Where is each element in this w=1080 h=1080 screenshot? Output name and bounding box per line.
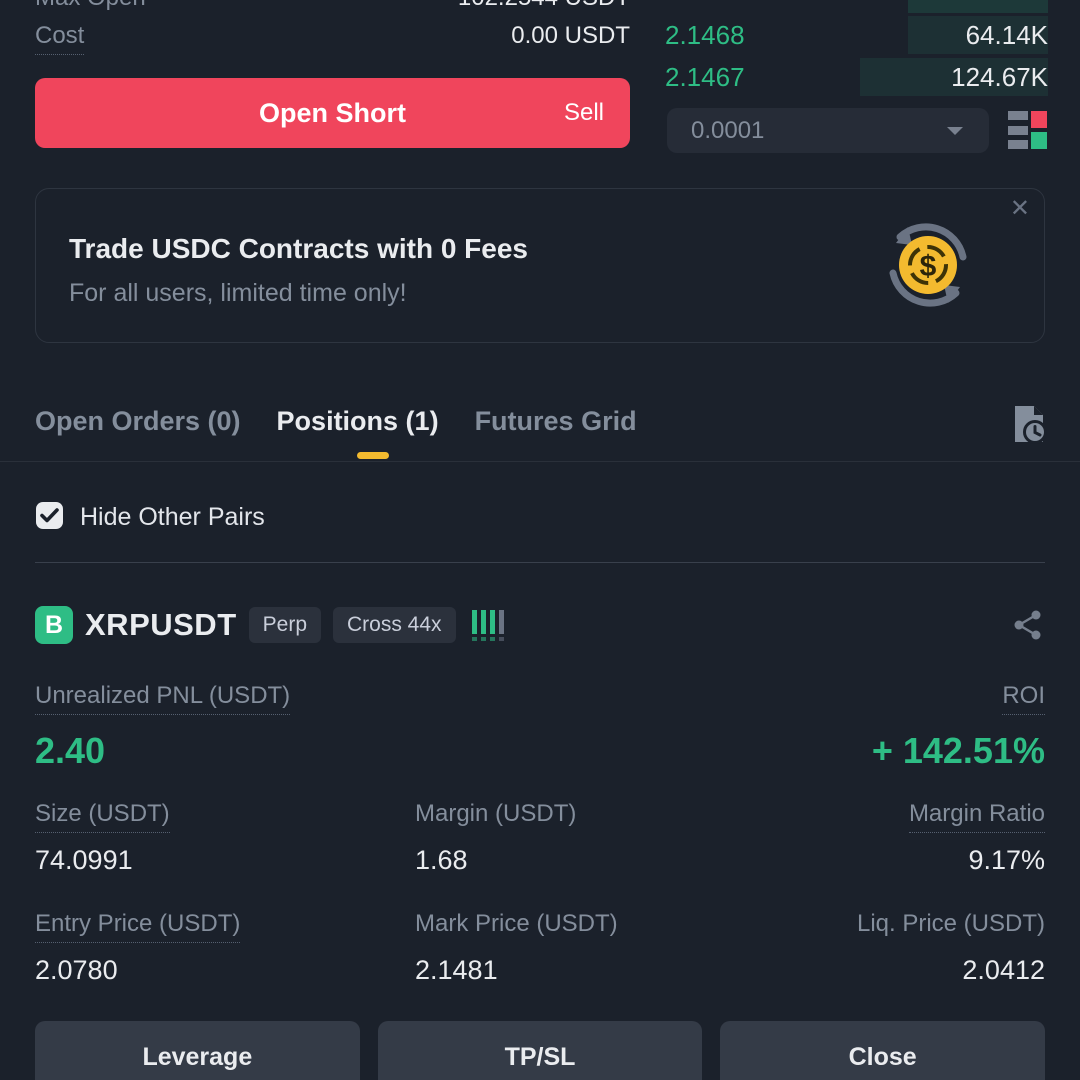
orderbook-layout-icon[interactable]	[1008, 111, 1047, 149]
depth-bar-ask2	[860, 58, 1048, 96]
section-divider	[35, 562, 1045, 563]
max-open-row: Max Open 102.2544 USDT	[35, 0, 630, 12]
orders-tab-bar: Open Orders (0) Positions (1) Futures Gr…	[35, 406, 637, 437]
roi-value: + 142.51%	[871, 730, 1045, 771]
active-tab-indicator	[357, 452, 389, 459]
mark-price-value: 2.1481	[415, 955, 498, 985]
entry-price-label[interactable]: Entry Price (USDT)	[35, 910, 241, 943]
roi-label[interactable]: ROI	[1002, 682, 1045, 715]
promo-banner: Trade USDC Contracts with 0 Fees For all…	[35, 188, 1045, 343]
perp-tag: Perp	[248, 607, 321, 643]
orderbook-layout-bars	[1008, 111, 1028, 149]
margin-ratio-label[interactable]: Margin Ratio	[908, 800, 1045, 833]
depth-bar-ask1	[908, 16, 1048, 54]
banner-close-icon[interactable]: ✕	[1009, 195, 1030, 222]
depth-bar-remnant	[908, 0, 1048, 13]
position-symbol: XRPUSDT	[85, 607, 237, 642]
size-labels-row: Size (USDT) Margin (USDT) Margin Ratio	[35, 800, 1045, 840]
margin-mode-tag[interactable]: Cross 44x	[333, 607, 456, 643]
order-history-icon[interactable]	[1010, 404, 1048, 446]
max-open-value: 102.2544 USDT	[458, 0, 630, 12]
tabs-divider	[0, 461, 1080, 462]
size-label[interactable]: Size (USDT)	[35, 800, 170, 833]
price-values-row: 2.0780 2.1481 2.0412	[35, 955, 1045, 995]
sell-label: Sell	[563, 99, 604, 126]
size-value: 74.0991	[35, 845, 133, 875]
tab-positions[interactable]: Positions (1)	[276, 406, 439, 436]
pnl-values-row: 2.40 + 142.51%	[35, 730, 1045, 772]
open-short-button[interactable]: Open Short Sell	[35, 78, 630, 148]
tpsl-button[interactable]: TP/SL	[377, 1021, 703, 1080]
checkmark-icon	[40, 508, 59, 523]
tick-size-dropdown[interactable]: 0.0001	[667, 108, 989, 153]
ask-amount[interactable]: 124.67K	[951, 61, 1048, 92]
hide-other-pairs-label[interactable]: Hide Other Pairs	[80, 503, 265, 531]
leverage-button[interactable]: Leverage	[35, 1021, 360, 1080]
banner-title: Trade USDC Contracts with 0 Fees	[69, 233, 529, 264]
margin-ratio-value: 9.17%	[968, 845, 1045, 875]
svg-text:$: $	[920, 250, 937, 283]
ask-amount[interactable]: 64.14K	[965, 19, 1048, 50]
position-header: B XRPUSDT Perp Cross 44x	[35, 605, 1045, 645]
position-header-left: B XRPUSDT Perp Cross 44x	[35, 606, 504, 644]
unrealized-pnl-value: 2.40	[35, 730, 106, 771]
ask-price[interactable]: 2.1468	[665, 19, 745, 50]
orderbook-layout-squares	[1031, 111, 1047, 149]
open-short-label: Open Short	[259, 97, 406, 128]
entry-price-value: 2.0780	[35, 955, 118, 985]
cost-value: 0.00 USDT	[511, 22, 630, 49]
size-values-row: 74.0991 1.68 9.17%	[35, 845, 1045, 885]
price-labels-row: Entry Price (USDT) Mark Price (USDT) Liq…	[35, 910, 1045, 950]
orderbook-row: 2.1468 64.14K	[665, 16, 1048, 54]
mark-price-label: Mark Price (USDT)	[415, 910, 618, 937]
liq-price-value: 2.0412	[962, 955, 1045, 985]
depth-bars-icon	[471, 609, 504, 641]
buy-side-badge: B	[35, 606, 73, 644]
chevron-down-icon	[947, 126, 963, 135]
orderbook-row: 2.1467 124.67K	[665, 58, 1048, 96]
ask-price[interactable]: 2.1467	[665, 61, 745, 92]
margin-value: 1.68	[415, 845, 468, 875]
tick-size-value: 0.0001	[691, 116, 765, 144]
usdc-refresh-icon: $	[889, 223, 967, 307]
margin-label: Margin (USDT)	[415, 800, 577, 827]
cost-row: Cost 0.00 USDT	[35, 22, 630, 55]
unrealized-pnl-label[interactable]: Unrealized PNL (USDT)	[35, 682, 291, 715]
hide-other-pairs-checkbox[interactable]	[36, 502, 63, 529]
tab-open-orders[interactable]: Open Orders (0)	[35, 406, 241, 436]
liq-price-label: Liq. Price (USDT)	[856, 910, 1045, 937]
tab-futures-grid[interactable]: Futures Grid	[474, 406, 637, 436]
max-open-label: Max Open	[35, 0, 146, 12]
banner-subtitle: For all users, limited time only!	[69, 279, 407, 307]
cost-label[interactable]: Cost	[35, 22, 85, 55]
pnl-labels-row: Unrealized PNL (USDT) ROI	[35, 682, 1045, 715]
close-position-button[interactable]: Close	[720, 1021, 1046, 1080]
share-icon[interactable]	[1011, 608, 1045, 642]
position-actions: Leverage TP/SL Close	[35, 1021, 1046, 1080]
